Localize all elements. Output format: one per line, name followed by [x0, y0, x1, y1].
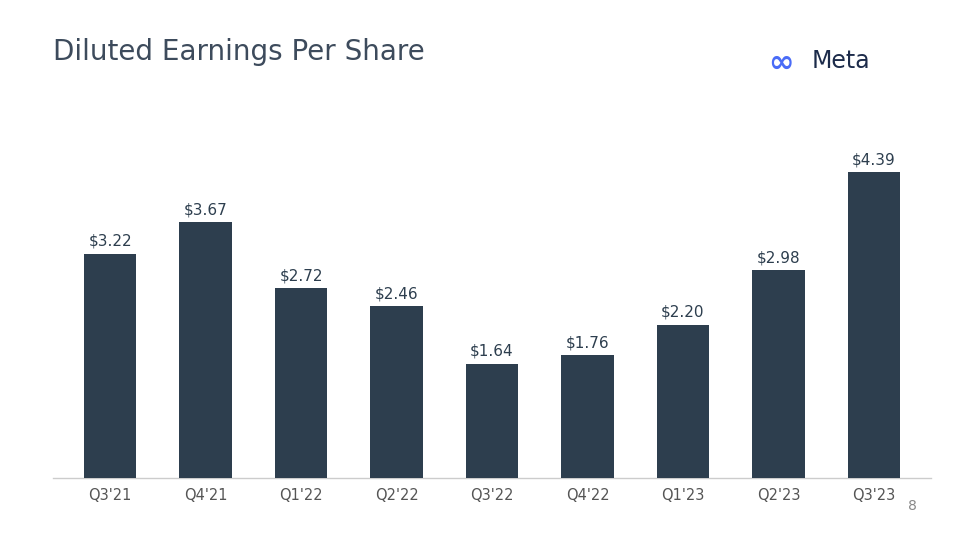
Text: $4.39: $4.39 — [852, 152, 896, 167]
Text: ∞: ∞ — [768, 49, 793, 78]
Text: $2.98: $2.98 — [756, 250, 801, 266]
Bar — [275, 288, 327, 478]
Text: Diluted Earnings Per Share: Diluted Earnings Per Share — [53, 38, 424, 66]
Text: 8: 8 — [908, 499, 917, 513]
Text: $3.67: $3.67 — [183, 203, 228, 217]
Text: Meta: Meta — [811, 49, 870, 73]
Text: $2.46: $2.46 — [374, 287, 419, 301]
Bar — [657, 325, 709, 478]
Text: $1.76: $1.76 — [565, 336, 610, 350]
Bar — [562, 355, 613, 478]
Bar — [753, 270, 804, 478]
Bar — [84, 254, 136, 478]
Text: $3.22: $3.22 — [88, 233, 132, 249]
Bar — [466, 364, 518, 478]
Bar — [180, 222, 231, 478]
Text: $2.20: $2.20 — [661, 305, 705, 320]
Text: $1.64: $1.64 — [470, 344, 514, 359]
Bar — [371, 306, 422, 478]
Bar — [848, 172, 900, 478]
Text: $2.72: $2.72 — [279, 268, 323, 283]
